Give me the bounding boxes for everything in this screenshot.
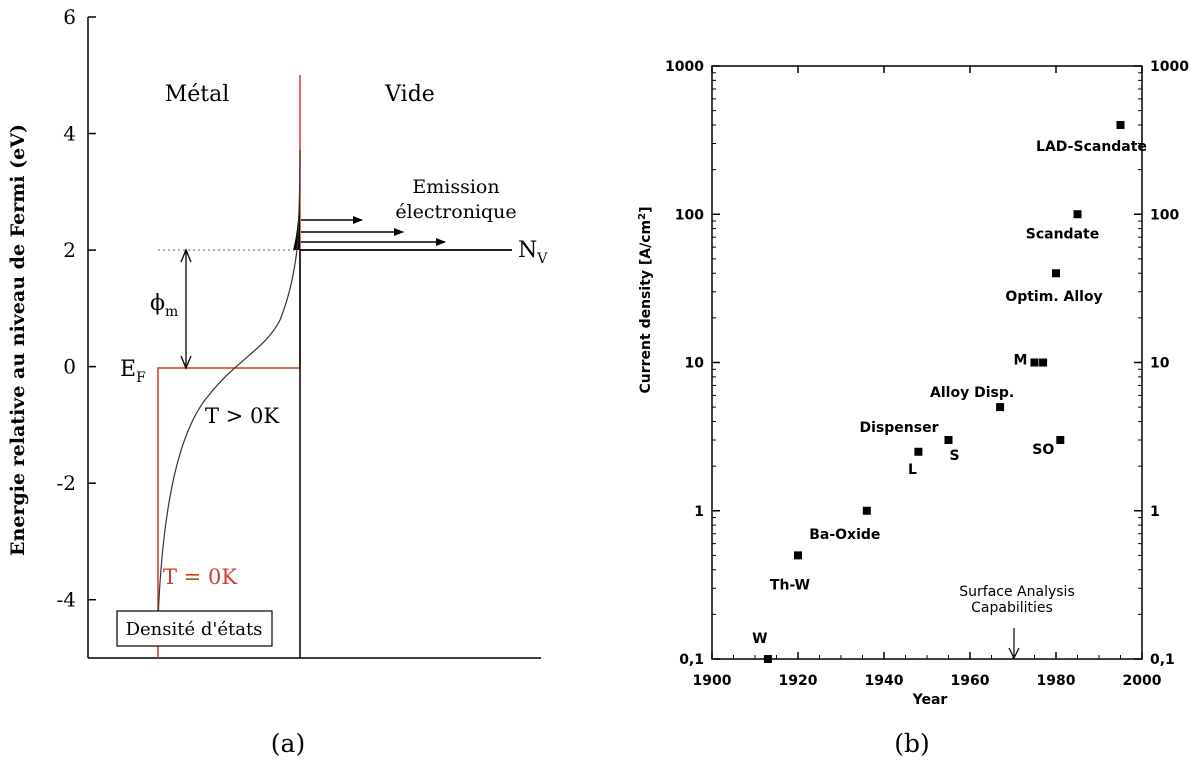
- surface-analysis-label-line1: Surface Analysis: [959, 584, 1074, 600]
- panel-b-x-tick-label: 1960: [951, 673, 990, 689]
- data-point-label: W: [752, 631, 767, 647]
- data-point-label: L: [908, 462, 917, 478]
- data-point-marker: [1052, 269, 1060, 278]
- data-point-marker: [996, 403, 1005, 412]
- panel-b-y-tick-label: 10: [685, 356, 705, 372]
- panel-b-x-tick-label: 1920: [779, 673, 818, 689]
- emission-label-line2: électronique: [395, 201, 516, 223]
- panel-b-y-tick-label: 1: [694, 504, 704, 520]
- panel-a: -4 -2 0 2 4 6 Energie relative au niveau de F…: [7, 5, 548, 758]
- data-point-marker: [1073, 210, 1082, 219]
- data-point-label: Scandate: [1026, 226, 1099, 242]
- data-point-marker: [763, 655, 772, 663]
- panel-b-y-axis-title: Current density [A/cm2]: [637, 207, 654, 394]
- panel-a-y-ticks: -4 -2 0 2 4 6: [57, 5, 96, 612]
- panel-a-caption: (a): [271, 729, 305, 758]
- data-point-label: Th-W: [770, 577, 810, 593]
- data-point-label: M: [1014, 353, 1028, 369]
- work-function-arrow-head-bottom: [180, 355, 192, 370]
- panel-a-y-tick-label: 4: [63, 122, 76, 146]
- panel-a-y-tick-label: 6: [63, 5, 76, 29]
- data-point-label: Optim. Alloy: [1005, 289, 1102, 305]
- data-point-marker: [1030, 358, 1039, 367]
- panel-b-y-tick-label-right: 1000: [1150, 59, 1189, 75]
- surface-analysis-arrow-head: [1008, 647, 1020, 660]
- data-point-label: SO: [1032, 442, 1054, 458]
- panel-b-y-tick-label: 0,1: [679, 652, 704, 668]
- emission-label-line1: Emission: [412, 176, 499, 198]
- panel-b-x-tick-label: 2000: [1123, 673, 1162, 689]
- data-point-marker: [1116, 120, 1125, 129]
- dos-box-label: Densité d'états: [126, 619, 263, 640]
- work-function-label: ϕm: [150, 291, 178, 320]
- metal-label: Métal: [165, 82, 230, 107]
- panel-a-y-axis-title: Energie relative au niveau de Fermi (eV): [7, 124, 29, 556]
- dispenser-label: Dispenser: [860, 420, 939, 436]
- panel-b: 1900 1920 1940 1960 1980 2000 0,1 0,1 1 1 10 10 100 1…: [637, 59, 1189, 758]
- data-point-marker: [794, 551, 802, 560]
- panel-b-points: W Th-W Ba-Oxide L S Alloy Disp.M SO Optim. Allo…: [752, 120, 1147, 663]
- panel-a-y-tick-label: 2: [63, 238, 76, 262]
- data-point-label: S: [949, 448, 959, 464]
- dos-box: [116, 610, 273, 647]
- panel-b-y-tick-label-right: 10: [1150, 356, 1170, 372]
- t-hot-label: T > 0K: [205, 404, 279, 428]
- nv-label: NV: [518, 238, 548, 267]
- data-point-marker: [914, 447, 923, 456]
- data-point-marker: [944, 436, 953, 445]
- data-point-marker: [1039, 358, 1048, 367]
- panel-b-y-tick-label-right: 100: [1150, 207, 1179, 223]
- panel-b-caption: (b): [894, 729, 930, 758]
- panel-b-x-tick-label: 1980: [1037, 673, 1076, 689]
- data-point-marker: [1056, 436, 1065, 445]
- surface-analysis-label-line2: Capabilities: [971, 600, 1053, 616]
- work-function-arrow-head-top: [180, 248, 192, 263]
- panel-b-ticks: 1900 1920 1940 1960 1980 2000 0,1 0,1 1 1 10 10 100 1…: [665, 59, 1189, 689]
- vacuum-label: Vide: [384, 82, 435, 107]
- t-zero-label: T = 0K: [163, 565, 237, 589]
- data-point-label: Ba-Oxide: [809, 527, 880, 543]
- panel-b-y-tick-label-right: 0,1: [1150, 652, 1175, 668]
- panel-b-x-axis-title: Year: [912, 692, 948, 708]
- data-point-label: LAD-Scandate: [1036, 139, 1147, 155]
- panel-b-x-tick-label: 1900: [693, 673, 732, 689]
- panel-b-y-tick-label: 100: [675, 207, 704, 223]
- panel-b-y-tick-label-right: 1: [1150, 504, 1160, 520]
- panel-a-y-tick-label: -4: [57, 588, 76, 612]
- panel-b-x-tick-label: 1940: [865, 673, 904, 689]
- data-point-label: Alloy Disp.: [930, 385, 1014, 401]
- fermi-level-label: EF: [120, 357, 146, 386]
- panel-a-y-tick-label: -2: [57, 471, 76, 495]
- t-hot-occupancy-curve: [157, 149, 301, 621]
- panel-a-y-tick-label: 0: [63, 355, 76, 379]
- panel-b-y-tick-label: 1000: [665, 59, 704, 75]
- data-point-marker: [862, 506, 871, 515]
